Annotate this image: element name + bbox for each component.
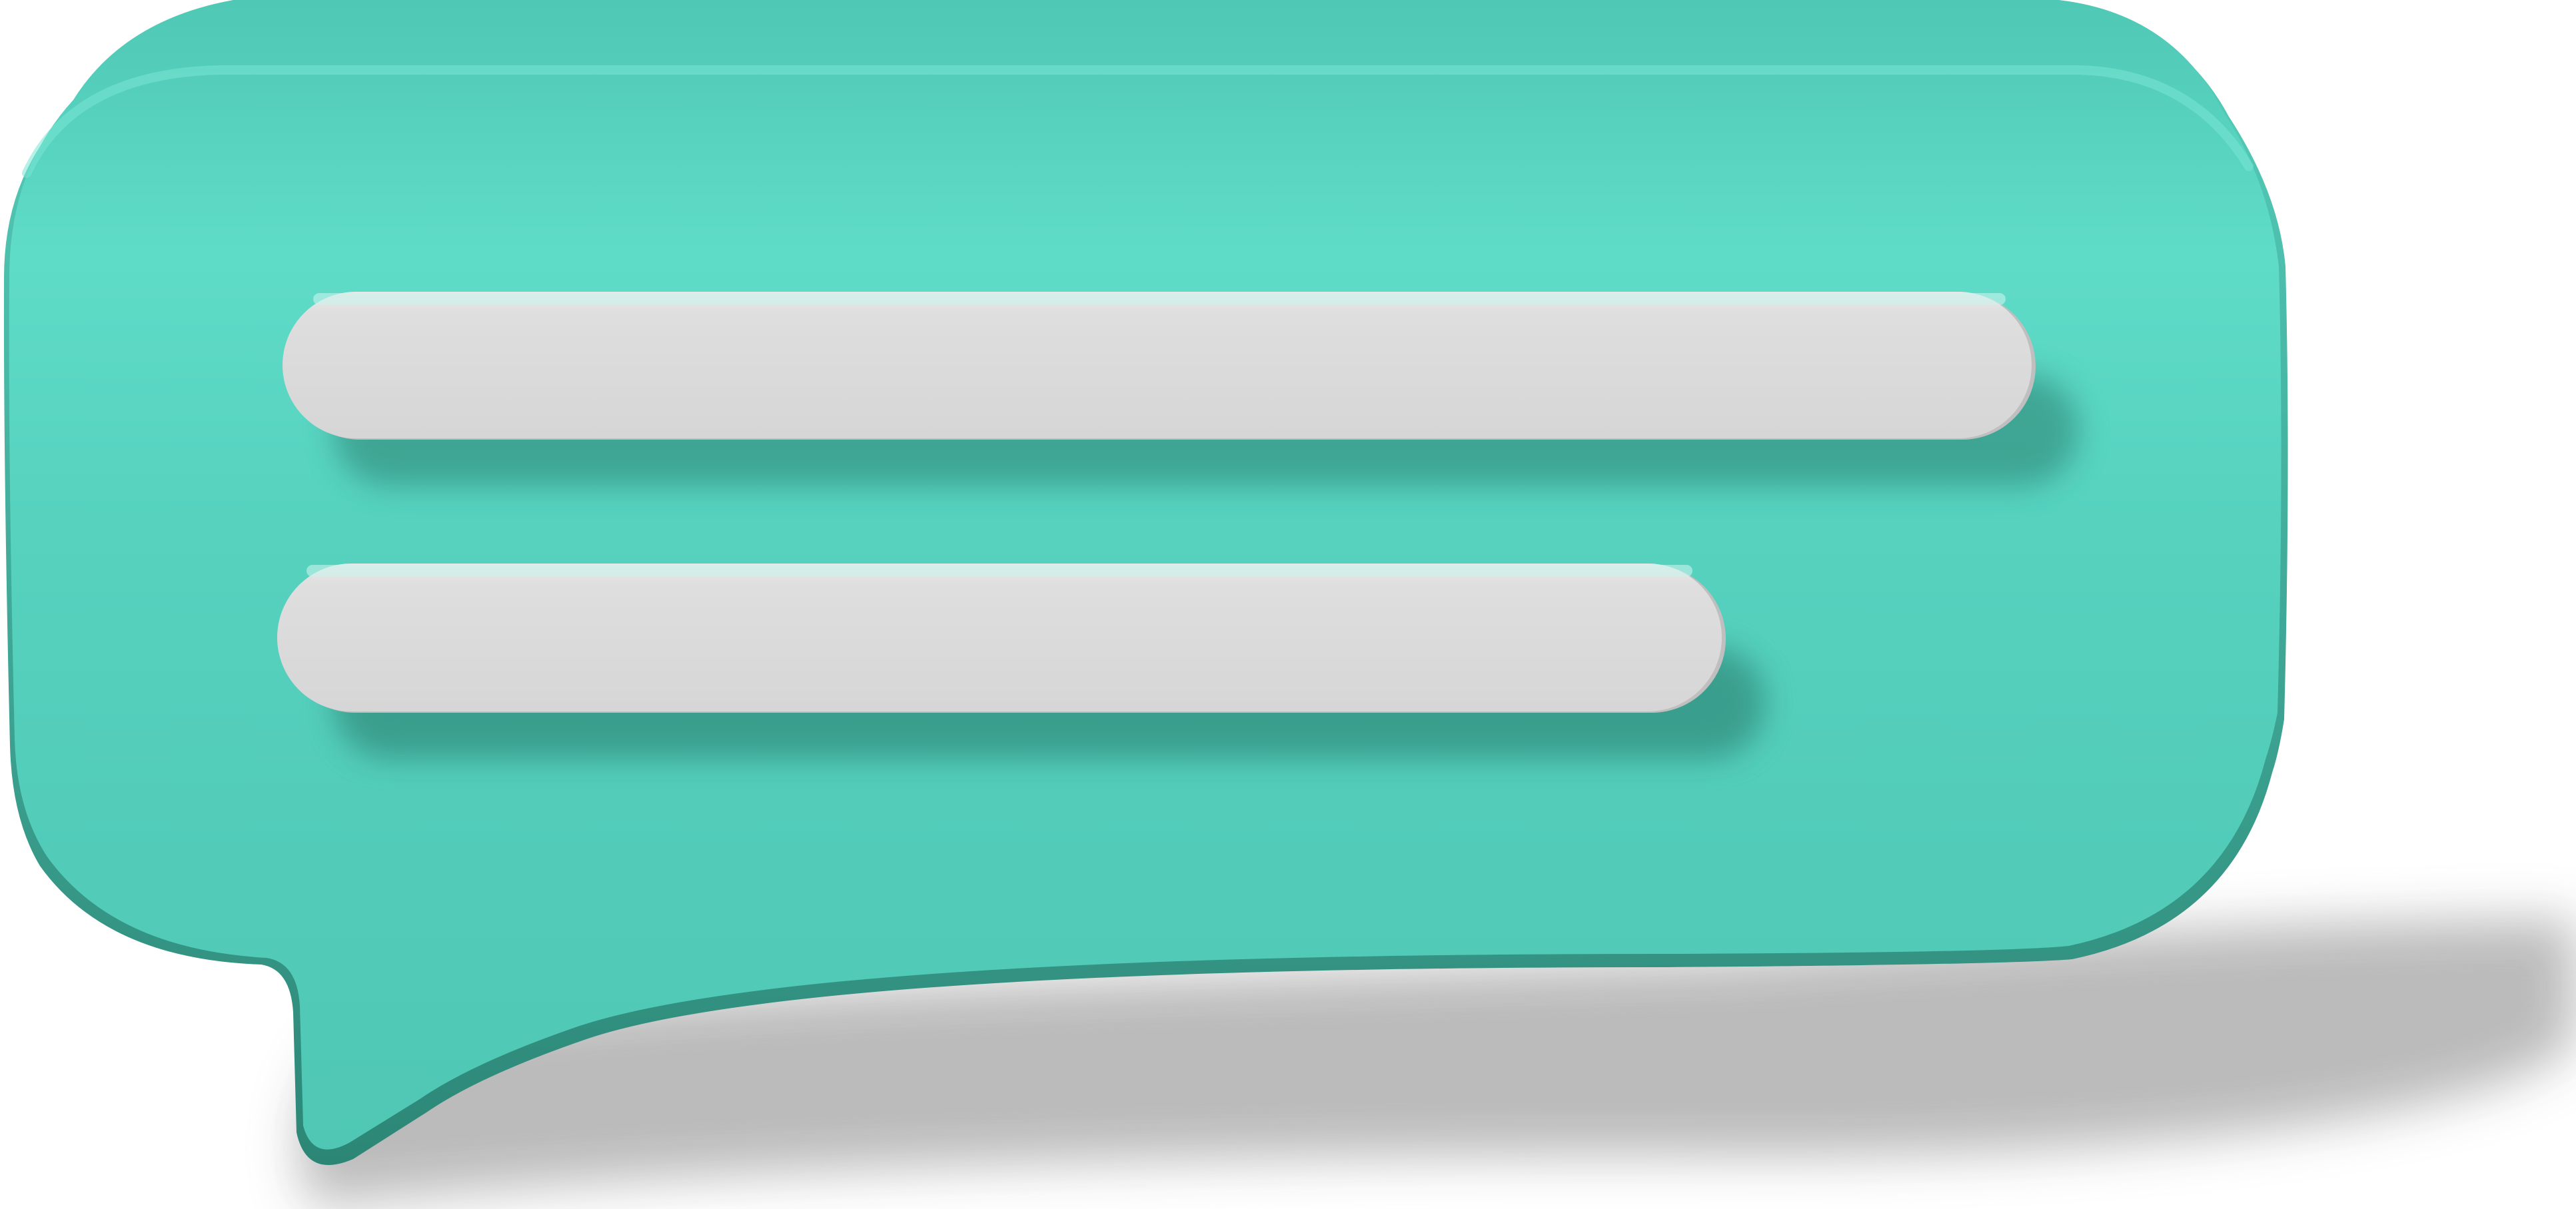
text-line-2 [277, 564, 1726, 713]
bubble-top-bevel [22, 65, 2254, 178]
text-line-1 [283, 292, 2036, 440]
